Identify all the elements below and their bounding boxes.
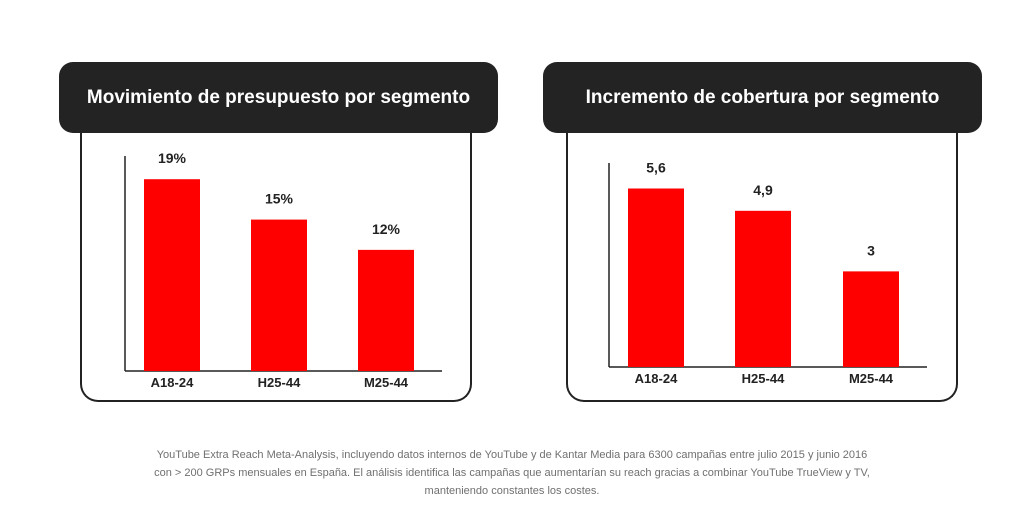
chart-title-budget: Movimiento de presupuesto por segmento [59,62,498,133]
category-label: A18-24 [151,375,194,390]
bar-A18-24 [628,188,684,367]
bar-A18-24 [144,179,200,371]
footnote-line-2: con > 200 GRPs mensuales en España. El a… [154,467,870,479]
chart-0: 19% A18-24 15% H25-44 12% M25-44 [124,150,442,390]
category-label: M25-44 [849,371,894,386]
footnote: YouTube Extra Reach Meta-Analysis, inclu… [112,446,912,500]
data-label: 5,6 [646,160,666,176]
category-label: A18-24 [635,371,678,386]
data-label: 3 [867,242,875,258]
category-label: M25-44 [364,375,409,390]
footnote-line-3: manteniendo constantes los costes. [424,485,600,497]
bar-H25-44 [735,210,791,367]
data-label: 19% [158,150,187,166]
bar-H25-44 [251,219,307,371]
bar-M25-44 [843,271,899,367]
chart-1: 5,6 A18-24 4,9 H25-44 3 M25-44 [608,160,927,386]
category-label: H25-44 [258,375,301,390]
data-label: 4,9 [753,182,773,198]
data-label: 15% [265,191,294,207]
category-label: H25-44 [742,371,785,386]
bar-M25-44 [358,249,414,371]
chart-card-budget [80,131,472,402]
chart-card-reach [566,131,958,402]
data-label: 12% [372,221,401,237]
chart-title-reach: Incremento de cobertura por segmento [543,62,982,133]
footnote-line-1: YouTube Extra Reach Meta-Analysis, inclu… [156,449,868,461]
